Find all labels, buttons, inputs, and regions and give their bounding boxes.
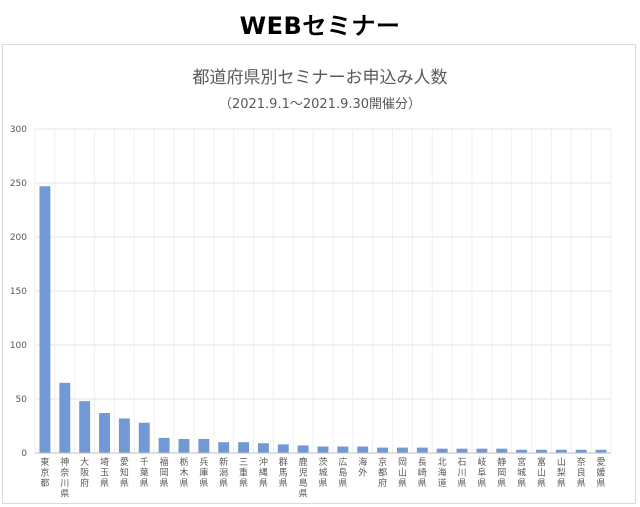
y-tick-label: 200	[10, 233, 27, 243]
category-label: 愛知県	[120, 456, 129, 489]
chart-frame: 都道府県別セミナーお申込み人数 （2021.9.1～2021.9.30開催分） …	[2, 44, 636, 504]
y-tick-label: 150	[10, 287, 27, 297]
bar	[595, 449, 607, 453]
bar	[198, 438, 210, 453]
bar	[59, 382, 71, 453]
category-label: 埼玉県	[100, 456, 109, 489]
y-tick-label: 100	[10, 341, 27, 351]
bar	[396, 447, 408, 453]
category-label: 愛媛県	[597, 456, 606, 489]
category-label: 長崎県	[418, 457, 427, 489]
bar	[99, 413, 110, 453]
bar	[178, 438, 190, 453]
bar	[555, 449, 567, 453]
bar	[277, 444, 289, 453]
bar	[337, 446, 349, 453]
category-label: 福岡県	[160, 456, 169, 489]
category-label: 兵庫県	[199, 456, 208, 489]
bar	[357, 446, 369, 453]
y-tick-label: 300	[10, 125, 27, 135]
bar	[158, 437, 170, 453]
category-label: 大阪府	[80, 456, 89, 489]
category-label: 神奈川県	[60, 456, 69, 500]
category-label: 海外	[358, 456, 367, 479]
bar	[377, 447, 389, 453]
bar	[79, 401, 91, 453]
category-label: 宮城県	[517, 456, 526, 489]
bar	[138, 422, 150, 453]
category-label: 京都府	[378, 456, 387, 489]
bar	[416, 447, 428, 453]
bar	[516, 449, 528, 453]
category-label: 富山県	[537, 456, 546, 489]
category-label: 群馬県	[279, 456, 288, 489]
category-label: 新潟県	[219, 456, 228, 489]
bar	[575, 449, 587, 453]
category-label: 鹿児島県	[299, 456, 308, 500]
category-label: 栃木県	[179, 456, 188, 489]
category-label: 三重県	[239, 458, 248, 489]
bar	[218, 442, 230, 453]
bar	[39, 186, 51, 454]
bar	[496, 448, 508, 453]
bar	[118, 418, 130, 453]
category-label: 茨城県	[318, 456, 327, 489]
category-label: 石川県	[458, 458, 467, 489]
bar	[257, 443, 269, 453]
y-tick-label: 0	[21, 449, 27, 459]
category-label: 北海道	[438, 457, 447, 489]
bar	[456, 448, 468, 453]
bar	[436, 448, 448, 453]
category-label: 奈良県	[577, 456, 586, 489]
page-title: WEBセミナー	[239, 12, 401, 40]
category-label: 沖縄県	[259, 456, 268, 489]
y-tick-label: 250	[10, 179, 27, 189]
category-label: 岐阜県	[477, 456, 486, 489]
bar	[317, 446, 329, 453]
y-tick-label: 50	[16, 395, 28, 405]
chart-subtitle: （2021.9.1～2021.9.30開催分）	[218, 97, 422, 112]
category-label: 静岡県	[497, 456, 506, 489]
chart-title: 都道府県別セミナーお申込み人数	[192, 68, 448, 88]
bar	[536, 449, 547, 453]
category-label: 岡山県	[398, 457, 407, 489]
bar	[297, 445, 309, 453]
category-label: 東京都	[40, 456, 49, 489]
category-label: 広島県	[338, 456, 347, 489]
bar	[476, 448, 488, 453]
bar-chart: 0 50 100 150 200 250 300 東京都 神奈川県 大阪府 埼玉県 愛知県 千葉県 福岡県…	[10, 125, 612, 500]
category-label: 山梨県	[557, 457, 566, 489]
category-label: 千葉県	[140, 457, 149, 489]
bar	[238, 442, 250, 453]
